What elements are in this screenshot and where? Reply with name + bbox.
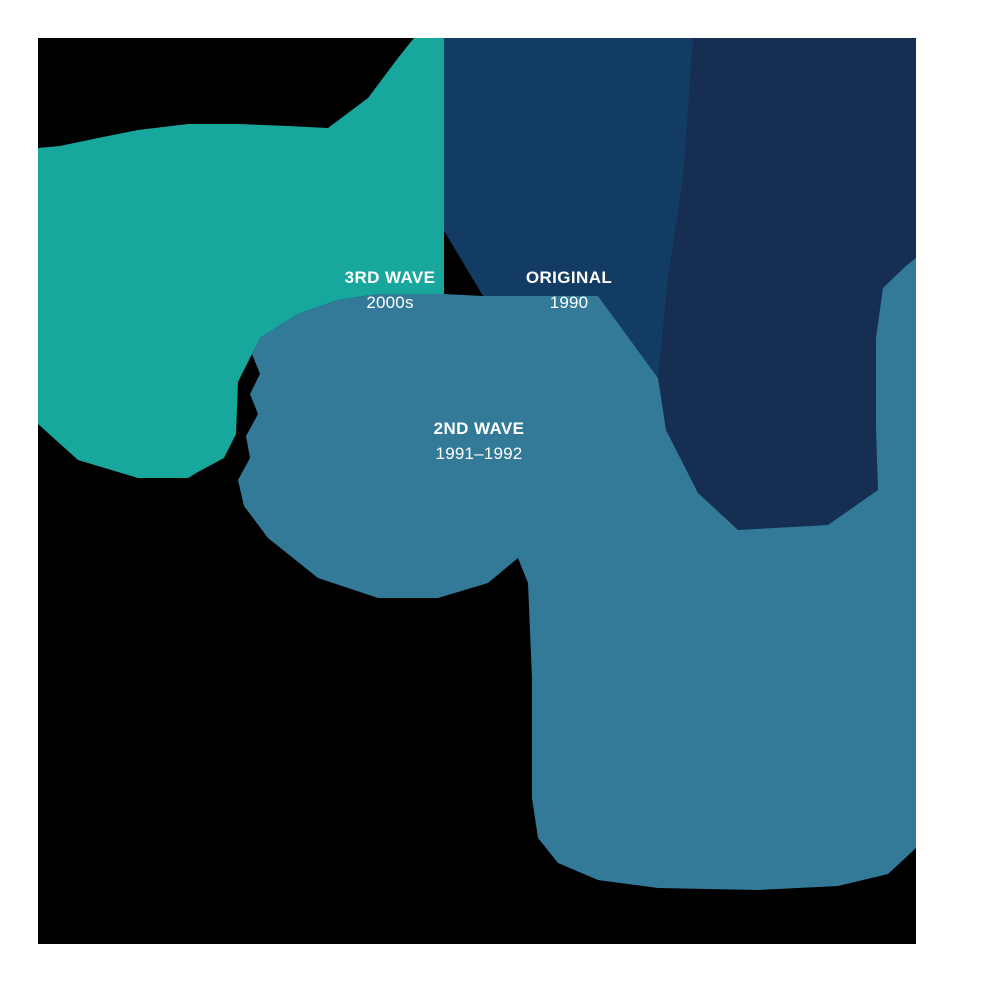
venn-shape-third-wave[interactable] (38, 38, 444, 478)
original-dark-overlap-path (658, 38, 916, 530)
third-wave-shape-path (38, 38, 444, 478)
venn-diagram-svg (38, 38, 916, 890)
venn-shape-second-wave[interactable] (238, 258, 916, 890)
second-wave-shape-path (238, 258, 916, 890)
venn-overlap-original-dark (658, 38, 916, 530)
venn-diagram-canvas: 3RD WAVE 2000s ORIGINAL 1990 2ND WAVE 19… (38, 38, 916, 944)
